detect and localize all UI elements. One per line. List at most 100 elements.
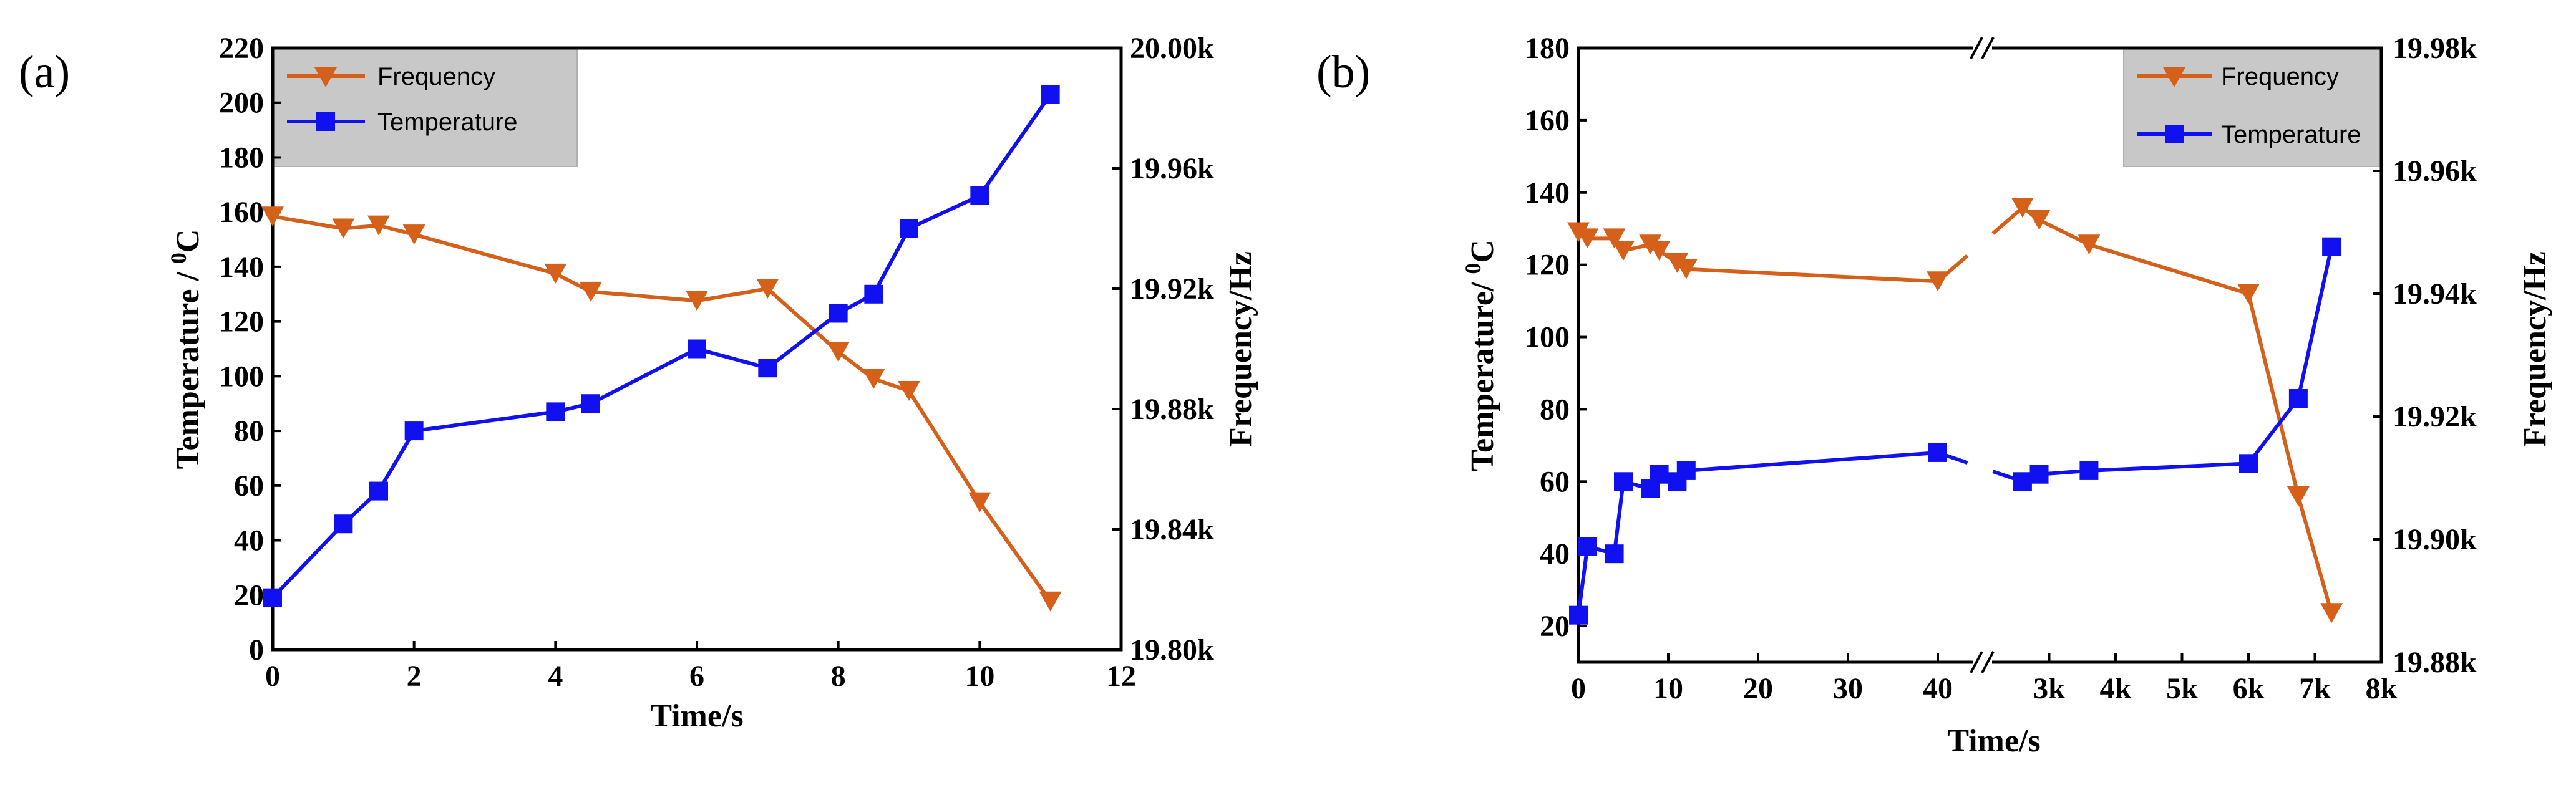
panel-a-temperature-point — [546, 402, 565, 421]
panel-a-y-left-tick-label: 60 — [234, 470, 264, 503]
panel-a-temperature-point — [334, 514, 353, 534]
panel-a-y-right-tick-label: 20.00k — [1130, 32, 1214, 65]
panel-b-y-right-tick-label: 19.96k — [2393, 155, 2477, 188]
panel-b-y-right-tick-label: 19.92k — [2393, 400, 2477, 433]
panel-b-y-left-tick-label: 60 — [1540, 465, 1570, 498]
panel-b-frequency-point — [2078, 234, 2101, 255]
panel-a-y-left-tick-label: 20 — [234, 579, 264, 612]
panel-a-y-left-tick-label: 180 — [219, 141, 264, 174]
panel-a-x-tick-label: 0 — [265, 660, 280, 693]
panel-b-frequency-line-segment-2 — [2021, 206, 2334, 614]
panel-a-y-right-tick-label: 19.96k — [1130, 152, 1214, 185]
panel-a-y-left-tick-label: 120 — [219, 306, 264, 339]
panel-a-temperature-point — [864, 284, 883, 304]
panel-a-frequency-point — [968, 492, 991, 513]
panel-b-temperature-point — [1578, 537, 1597, 556]
panel-b-x-tick-label: 3k — [2033, 672, 2065, 705]
panel-a-temperature-point — [404, 421, 424, 441]
panel-a-frequency-point — [827, 342, 850, 362]
panel-b-y-left-tick-label: 40 — [1540, 537, 1570, 571]
panel-a-frequency-point — [544, 263, 567, 284]
panel-a-legend-temperature: Temperature — [287, 108, 518, 136]
panel-a-y-right-tick-label: 19.92k — [1130, 272, 1214, 306]
panel-b-temperature-point — [1676, 461, 1696, 480]
panel-b-y-right-tick-label: 19.94k — [2393, 277, 2477, 311]
panel-a-frequency-point — [686, 291, 708, 311]
panel-b-y-right-tick-label: 19.90k — [2393, 523, 2477, 556]
panel-a-frequency-point — [580, 281, 602, 302]
panel-b-x-tick-label: 0 — [1571, 672, 1586, 705]
panel-a-temperature-point — [688, 339, 706, 359]
panel-b-frequency-point — [2237, 284, 2260, 304]
panel-a-temperature-point — [900, 219, 918, 238]
panel-a-y-right-tick-label: 19.80k — [1130, 633, 1214, 667]
panel-b-frequency-point — [2011, 198, 2034, 218]
panel-b-y-left-tick-label: 180 — [1525, 32, 1570, 65]
panel-b-y-left-tick-label: 160 — [1525, 104, 1570, 137]
panel-a-x-tick-label: 2 — [407, 660, 422, 693]
panel-b-x-tick-label: 10 — [1653, 672, 1683, 705]
panel-b-temperature-point — [2029, 465, 2049, 484]
panel-b-temperature-point — [1928, 443, 1947, 462]
panel-a-y-left-axis-title: Temperature / 0C — [166, 229, 206, 470]
panel-a-frequency-line — [272, 214, 1052, 603]
panel-a-frequency-point — [1039, 591, 1062, 612]
panel-b-frequency-point — [1603, 228, 1626, 249]
panel-a-temperature-point — [970, 186, 989, 205]
panel-a-frequency-point — [898, 381, 920, 402]
panel-b-temperature-point — [2322, 237, 2341, 256]
panel-b-frequency-line-segment-1 — [1577, 231, 1938, 284]
panel-b-legend-frequency-label: Frequency — [2221, 63, 2339, 90]
panel-b-legend-frequency: Frequency — [2137, 63, 2339, 90]
panel-b-y-left-tick-label: 80 — [1540, 393, 1570, 426]
panel-a-y-left-tick-label: 80 — [234, 415, 264, 448]
panel-a-frequency-point — [862, 369, 885, 389]
panel-a-y-right-axis-title: Frequency/Hz — [1223, 251, 1258, 447]
panel-a-temperature-point — [1041, 85, 1060, 104]
panel-b-frequency-point — [1648, 241, 1671, 261]
panel-b-frequency-point — [1674, 259, 1698, 279]
panel-b-series — [1567, 198, 2343, 625]
panel-b-x-tick-label: 4k — [2100, 672, 2132, 705]
panel-b-x-tick-label: 7k — [2299, 672, 2331, 705]
panel-a-y-left-tick-label: 160 — [219, 196, 264, 229]
panel-b-frequency-point — [2287, 486, 2310, 507]
panel-a-temperature-point — [263, 588, 282, 607]
panel-b-legend-temperature: Temperature — [2137, 121, 2361, 148]
panel-b-ticks: 0 10 20 30 40 3k 4k 5k 6k 7k 8k 20 40 60 80 100 120 140 16… — [1525, 32, 2477, 705]
panel-a-temperature-line — [271, 93, 1052, 599]
panel-b-x-tick-label: 20 — [1743, 672, 1773, 705]
panel-a-temperature-point — [369, 481, 388, 501]
panel-b-x-tick-label: 30 — [1833, 672, 1863, 705]
panel-a-y-left-tick-label: 140 — [219, 251, 264, 284]
panel-b-frequency-point — [2320, 603, 2343, 624]
panel-b-y-left-tick-label: 20 — [1540, 610, 1570, 643]
panel-a-frequency-point — [367, 215, 390, 236]
panel-b-x-tick-label: 8k — [2366, 672, 2398, 705]
panel-b-frequency-point — [1612, 241, 1635, 261]
panel-a-y-right-tick-label: 19.88k — [1130, 393, 1214, 426]
panel-a-x-tick-label: 10 — [965, 660, 994, 693]
panel-a-frequency-point — [402, 224, 425, 245]
panel-a-y-left-tick-label: 0 — [249, 633, 264, 667]
panel-b-y-right-tick-label: 19.88k — [2393, 646, 2477, 679]
panel-a-x-tick-label: 4 — [548, 660, 563, 693]
panel-a-legend-frequency-label: Frequency — [377, 63, 495, 90]
panel-b-axis-break-bottom — [1970, 651, 1995, 673]
panel-a-label: (a) — [19, 47, 70, 98]
panel-b-temperature-point — [2288, 389, 2308, 408]
panel-a: (a) Frequency Temperature 0 2 4 6 8 10 1202040… — [19, 32, 1258, 734]
panel-b-x-tick-label: 6k — [2233, 672, 2265, 705]
panel-a-frequency-point — [756, 279, 779, 299]
panel-a-legend-temperature-label: Temperature — [377, 108, 518, 136]
panel-b-x-axis-title: Time/s — [1947, 723, 2040, 759]
panel-b-axis-break-top — [1970, 37, 1995, 59]
panel-a-y-right-tick-label: 19.84k — [1130, 513, 1214, 546]
panel-b-frequency-point — [2028, 210, 2051, 230]
panel-b-y-left-axis-title: Temperature/ 0C — [1461, 239, 1500, 471]
panel-b-y-right-tick-label: 19.98k — [2393, 32, 2477, 65]
panel-b-temperature-point — [1605, 544, 1624, 564]
panel-b-temperature-point — [1650, 465, 1669, 484]
panel-a-x-tick-label: 6 — [689, 660, 704, 693]
